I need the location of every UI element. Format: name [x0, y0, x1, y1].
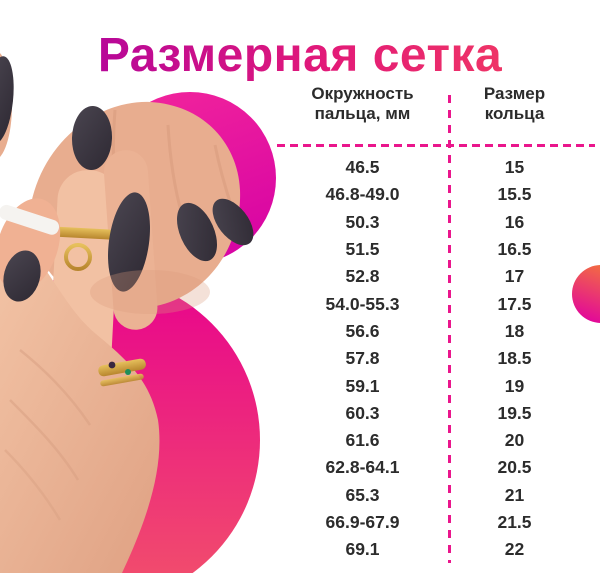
circumference-value: 50.3	[345, 211, 380, 232]
ring-gem-dark	[108, 361, 116, 369]
table-row: 51.5 16.5	[277, 236, 595, 263]
circumference-value: 66.9-67.9	[325, 512, 400, 532]
ring-size-value: 16	[504, 211, 525, 232]
circumference-value: 69.1	[345, 539, 380, 560]
gem-ring-band-2	[100, 373, 144, 387]
circumference-value: 46.5	[345, 157, 380, 178]
column-header-ring-size: Размер кольца	[448, 84, 595, 124]
ring-size-value: 16.5	[497, 239, 532, 260]
ring-size-value: 17	[504, 266, 525, 287]
dashed-vertical-divider	[448, 95, 451, 563]
circumference-value: 52.8	[345, 266, 380, 287]
circumference-value: 59.1	[345, 375, 380, 396]
ring-size-value: 21.5	[497, 512, 532, 532]
table-row: 62.8-64.1 20.5	[277, 454, 595, 481]
circumference-value: 62.8-64.1	[325, 457, 400, 478]
ring-size-value: 19	[504, 375, 525, 396]
ring-size-value: 18	[504, 320, 525, 341]
finger-crease	[166, 124, 184, 216]
nail-b	[108, 192, 150, 292]
ring-size-value: 19.5	[497, 402, 532, 423]
table-row: 56.6 18	[277, 318, 595, 345]
circumference-value: 65.3	[345, 484, 380, 505]
column-header-circumference: Окружность пальца, мм	[277, 84, 448, 124]
table-row: 46.5 15	[277, 154, 595, 181]
ring-size-table: Окружность пальца, мм Размер кольца 46.5…	[277, 84, 595, 566]
table-row: 61.6 20	[277, 427, 595, 454]
edge-nail	[0, 56, 14, 144]
circumference-value: 54.0-55.3	[325, 293, 400, 314]
circumference-value: 57.8	[345, 348, 380, 369]
table-row: 66.9-67.9 21.5	[277, 509, 595, 536]
circumference-value: 51.5	[345, 239, 380, 260]
page-title: Размерная сетка	[0, 28, 600, 84]
hand-with-rings-photo	[0, 53, 254, 573]
column-header-line: Окружность	[311, 84, 414, 103]
dashed-horizontal-divider	[277, 144, 595, 147]
circumference-value: 60.3	[345, 402, 380, 423]
circumference-value: 46.8-49.0	[325, 184, 400, 205]
table-row: 60.3 19.5	[277, 400, 595, 427]
column-header-line: кольца	[484, 104, 545, 123]
size-table-rows: 46.5 15 46.8-49.0 15.5 50.3 16 51.5 16.5	[277, 154, 595, 563]
ring-size-value: 17.5	[497, 293, 532, 314]
ring-gem-green	[125, 369, 131, 375]
nail-a	[71, 106, 113, 170]
table-row: 50.3 16	[277, 209, 595, 236]
table-row: 52.8 17	[277, 263, 595, 290]
column-header-line: пальца, мм	[314, 104, 411, 123]
skin-wrinkle	[4, 449, 62, 521]
nail-c	[176, 202, 218, 262]
nail-d	[212, 198, 254, 246]
ring-size-value: 20	[504, 430, 525, 451]
column-header-line: Размер	[483, 84, 546, 103]
table-row: 59.1 19	[277, 372, 595, 399]
table-header: Окружность пальца, мм Размер кольца	[277, 84, 595, 124]
gold-ring-charm	[64, 243, 92, 271]
ring-size-value: 18.5	[497, 348, 532, 369]
skin-wrinkle	[19, 349, 92, 426]
table-row: 46.8-49.0 15.5	[277, 181, 595, 208]
skin-wrinkle	[9, 399, 80, 481]
gem-ring-band	[98, 358, 146, 377]
knuckle-shadow	[90, 270, 210, 314]
thumb-nail	[3, 250, 41, 302]
gold-ring-band	[48, 226, 114, 240]
ring-size-value: 15.5	[497, 184, 532, 205]
ring-size-value: 20.5	[497, 457, 532, 478]
white-ring	[0, 204, 60, 235]
table-row: 69.1 22	[277, 536, 595, 563]
circumference-value: 56.6	[345, 320, 380, 341]
ring-size-value: 21	[504, 484, 525, 505]
table-row: 65.3 21	[277, 482, 595, 509]
circumference-value: 61.6	[345, 430, 380, 451]
ring-size-value: 15	[504, 157, 525, 178]
table-row: 57.8 18.5	[277, 345, 595, 372]
ring-size-value: 22	[504, 539, 525, 560]
table-row: 54.0-55.3 17.5	[277, 290, 595, 317]
